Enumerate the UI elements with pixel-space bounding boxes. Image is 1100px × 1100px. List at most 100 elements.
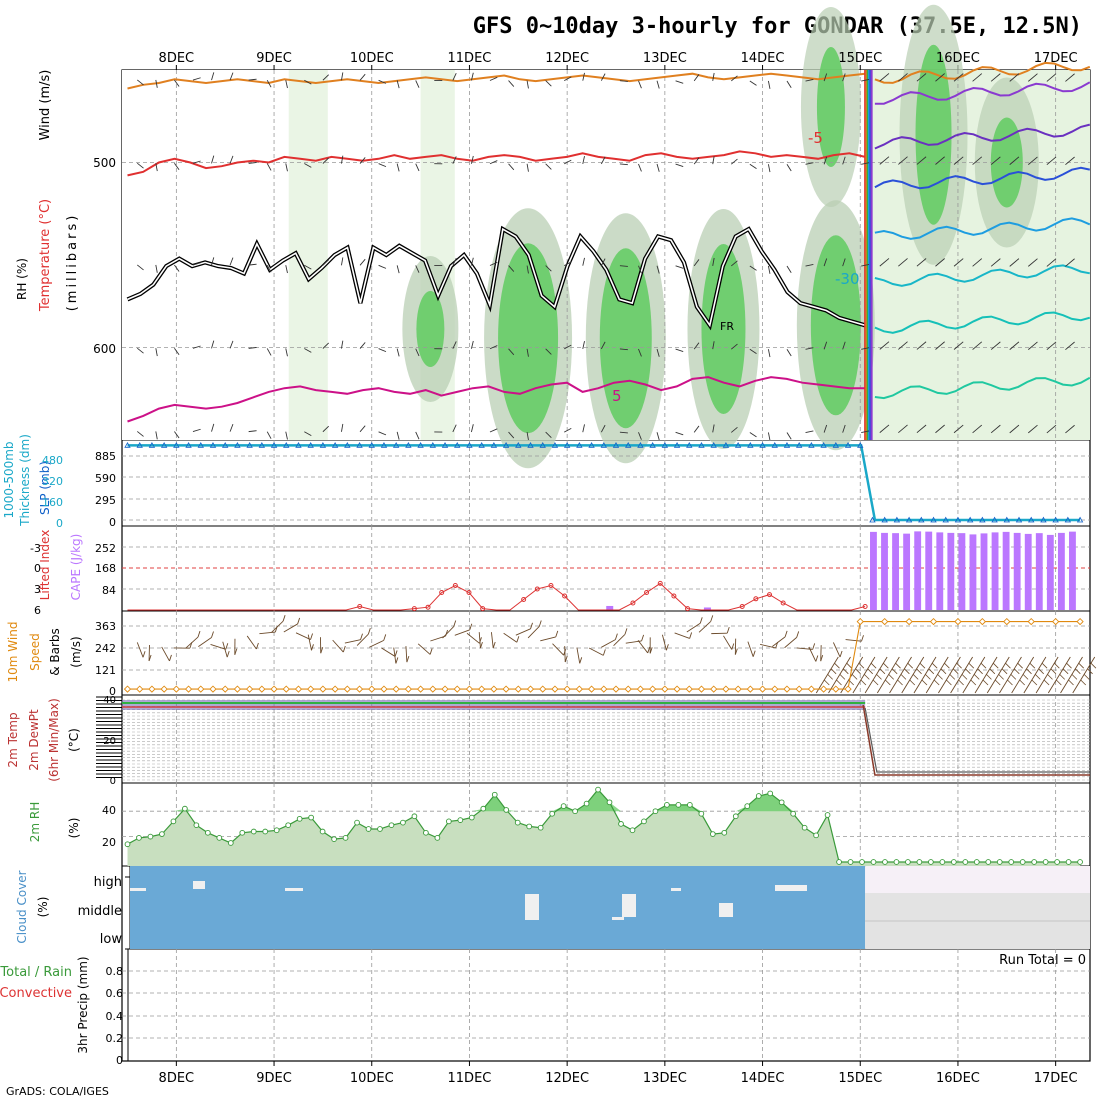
precip-frame: [127, 948, 1091, 1062]
wind-barb: [266, 264, 272, 273]
rh2m-point: [1077, 859, 1083, 865]
wind-speed-point: [954, 617, 962, 626]
wind-barb: [898, 341, 908, 350]
rh2m-point: [262, 828, 269, 835]
wind-barb: [712, 156, 715, 165]
thickness-tick: 480: [42, 454, 63, 467]
wind-barb: [489, 345, 498, 350]
temperature-contour-cold: [874, 217, 1091, 240]
wind-barb: [972, 341, 983, 350]
slp-marker: [600, 442, 607, 448]
rh-axis-title: RH (%): [15, 258, 29, 300]
wind-speed-point: [465, 685, 474, 693]
wind-barb: [466, 632, 480, 644]
rh2m-point: [709, 831, 716, 837]
wind-barb: [647, 646, 651, 654]
rh2m-axis-title: 2m RH: [28, 802, 42, 843]
wind-speed-point: [881, 617, 889, 626]
rh-tick: 20: [102, 836, 116, 849]
wind-barb: [1065, 73, 1075, 82]
wind-barb: [956, 662, 962, 669]
cape-bar: [892, 533, 899, 610]
wind-barb: [842, 258, 846, 267]
wind-speed-point: [490, 685, 498, 693]
wind-barb: [470, 340, 474, 349]
lifted-index-point: [439, 590, 445, 595]
wind-barb: [545, 163, 552, 170]
wind-barb: [786, 349, 792, 357]
wind-barb: [823, 73, 828, 82]
temperature-contour-cold: [874, 81, 1091, 105]
wind-barb: [1065, 156, 1075, 166]
slp-marker: [1028, 516, 1035, 523]
wind-barb: [197, 630, 201, 638]
wind-barb: [322, 425, 330, 433]
wind-barb: [712, 72, 715, 81]
wind-barb: [266, 431, 272, 439]
lifted-index-point: [534, 586, 540, 592]
slp-marker: [844, 442, 852, 448]
wind-unit-label: (m/s): [69, 636, 83, 667]
wind-speed-point: [416, 685, 425, 693]
wind-barb: [1062, 668, 1069, 675]
wind-barb: [526, 432, 529, 441]
slp-marker: [637, 442, 644, 448]
wind-barb: [356, 633, 369, 646]
wind-barb: [907, 662, 914, 669]
slp-marker: [1064, 516, 1072, 523]
wind-barb: [921, 679, 928, 686]
wind-barb: [730, 343, 738, 350]
wind-barb: [898, 424, 908, 434]
wind-barb: [1022, 674, 1029, 680]
wind-barb: [912, 674, 919, 680]
rh2m-point: [767, 790, 774, 797]
wind-barb: [211, 72, 215, 81]
slp-marker: [783, 442, 791, 448]
wind-barb: [958, 679, 964, 686]
wind-tick: 363: [95, 620, 116, 633]
lifted-index-point: [671, 593, 677, 599]
wind-barb: [282, 615, 286, 622]
minmax-axis-title: (6hr Min/Max): [47, 698, 61, 782]
wind-barb: [689, 632, 693, 639]
slp-marker: [1076, 516, 1084, 523]
lifted-index-point: [753, 596, 759, 602]
wind-barb: [812, 643, 816, 650]
slp-marker: [930, 516, 937, 523]
rh2m-point: [973, 859, 980, 865]
wind-barb: [864, 656, 888, 694]
wind-barb: [1028, 341, 1038, 350]
wind-barb: [136, 79, 144, 86]
wind-speed-point: [746, 685, 754, 693]
wind-barb: [266, 163, 272, 171]
wind-barb: [730, 158, 738, 165]
wind-barb: [588, 647, 604, 656]
wind-barb: [1005, 662, 1011, 669]
wind-barb: [304, 348, 312, 353]
wind-barb: [310, 633, 313, 640]
wind-barb: [731, 643, 735, 650]
wind-barb: [136, 347, 144, 354]
precip-total-legend: Total / Rain: [0, 965, 72, 980]
wind-barb: [990, 156, 1001, 165]
wind-barb: [928, 668, 935, 675]
wind-barb: [508, 163, 515, 171]
wind-barb: [730, 260, 738, 267]
wind-barb: [229, 155, 234, 164]
wind-speed-point: [856, 617, 864, 626]
x-label-top: 13DEC: [643, 51, 687, 66]
rh2m-point: [434, 835, 441, 841]
rh-cell: [701, 244, 746, 414]
wind-barb: [805, 430, 814, 433]
rh2m-area: [127, 789, 1081, 866]
rh2m-point: [1054, 859, 1060, 865]
temp-band: [122, 700, 866, 710]
wind-speed-point: [844, 685, 852, 693]
rh2m-point: [744, 803, 751, 809]
wind-speed-point: [429, 685, 437, 693]
wind-speed-point: [1052, 617, 1060, 626]
wind-barb: [515, 628, 531, 636]
wind-barb: [904, 668, 910, 675]
rh2m-point: [514, 819, 521, 826]
